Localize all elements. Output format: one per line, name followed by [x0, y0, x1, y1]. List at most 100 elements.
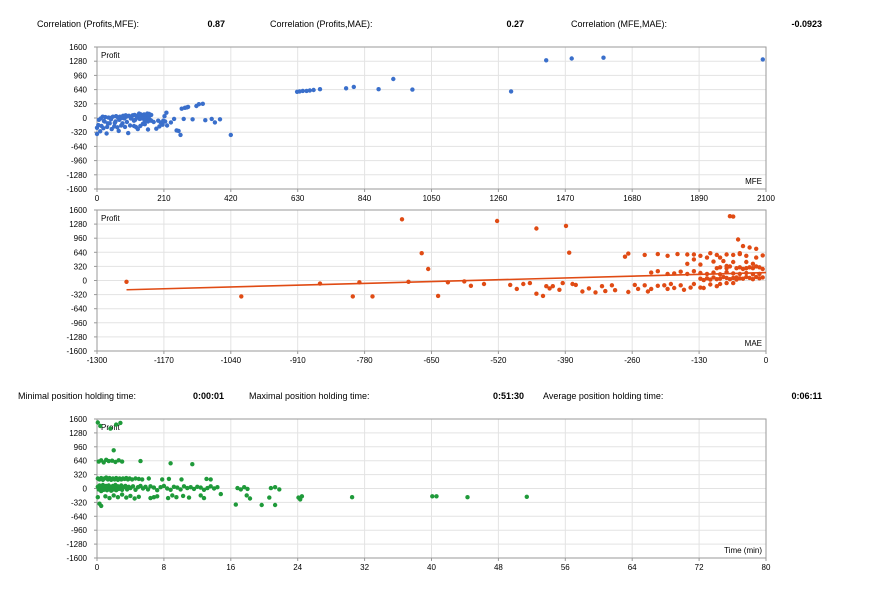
- y-tick-label: 320: [74, 262, 88, 271]
- data-point: [98, 423, 103, 429]
- x-tick-label: -130: [691, 356, 708, 365]
- data-point: [550, 284, 555, 289]
- data-point: [672, 285, 677, 291]
- data-point: [704, 271, 710, 277]
- x-tick-label: 2100: [757, 194, 775, 203]
- data-point: [95, 495, 101, 500]
- data-point: [151, 119, 156, 125]
- data-point: [158, 485, 163, 490]
- data-point: [754, 255, 759, 260]
- data-point: [181, 116, 186, 122]
- min-holding-time-label: Minimal position holding time:: [18, 391, 137, 401]
- data-point: [164, 123, 170, 128]
- data-point: [649, 286, 654, 292]
- data-point: [547, 286, 552, 291]
- data-point: [95, 420, 101, 425]
- data-point: [603, 288, 608, 294]
- data-point: [176, 128, 181, 134]
- data-point: [113, 459, 118, 465]
- data-point: [311, 87, 316, 93]
- y-tick-label: 320: [74, 471, 88, 480]
- data-point: [527, 280, 533, 286]
- y-tick-label: -320: [71, 128, 88, 137]
- data-point: [724, 263, 729, 269]
- data-point: [649, 270, 654, 275]
- x-tick-label: 32: [360, 563, 369, 572]
- data-point: [217, 117, 223, 122]
- data-point: [754, 246, 759, 251]
- data-point: [665, 253, 670, 258]
- data-point: [708, 277, 713, 282]
- x-tick-label: -910: [290, 356, 307, 365]
- y-tick-label: 1280: [69, 57, 87, 66]
- data-point: [678, 269, 683, 274]
- y-tick-label: -960: [71, 526, 88, 535]
- data-point: [185, 485, 190, 491]
- x-tick-label: 420: [224, 194, 238, 203]
- data-point: [140, 477, 145, 482]
- data-point: [744, 266, 749, 271]
- data-point: [750, 272, 756, 277]
- data-point: [204, 476, 209, 482]
- data-point: [570, 281, 575, 287]
- data-point: [218, 491, 223, 497]
- y-tick-label: 1600: [69, 415, 87, 424]
- data-point: [168, 487, 173, 492]
- data-point: [268, 485, 274, 491]
- data-point: [724, 252, 729, 257]
- data-point: [124, 119, 130, 125]
- data-point: [185, 104, 191, 110]
- data-point: [171, 484, 177, 489]
- y-axis-label: Profit: [101, 214, 120, 223]
- data-point: [426, 266, 431, 272]
- data-point: [534, 226, 539, 231]
- x-tick-label: 56: [561, 563, 570, 572]
- data-point: [120, 121, 125, 126]
- data-point: [544, 284, 549, 289]
- data-point: [116, 128, 121, 134]
- data-point: [586, 286, 592, 291]
- data-point: [104, 131, 109, 136]
- data-point: [272, 502, 278, 508]
- data-point: [171, 116, 177, 122]
- data-point: [724, 280, 729, 286]
- y-tick-label: -1600: [67, 185, 88, 194]
- data-point: [435, 293, 441, 299]
- data-point: [178, 132, 183, 138]
- data-point: [376, 87, 381, 92]
- data-point: [508, 282, 513, 288]
- data-point: [698, 276, 703, 281]
- data-point: [701, 285, 706, 291]
- data-point: [567, 250, 572, 255]
- data-point: [190, 462, 195, 467]
- avg-holding-time-label: Average position holding time:: [543, 391, 664, 401]
- x-tick-label: 210: [157, 194, 171, 203]
- data-point: [188, 485, 193, 490]
- data-point: [757, 271, 762, 277]
- data-point: [162, 114, 167, 119]
- y-tick-label: 320: [74, 100, 88, 109]
- data-point: [101, 118, 107, 124]
- data-point: [731, 214, 736, 219]
- data-point: [521, 281, 526, 287]
- data-point: [635, 286, 641, 292]
- min-holding-time-value: 0:00:01: [192, 391, 224, 401]
- data-point: [678, 283, 683, 288]
- data-point: [350, 294, 355, 299]
- x-tick-label: 840: [358, 194, 372, 203]
- data-point: [235, 485, 240, 491]
- data-point: [138, 458, 143, 464]
- data-point: [717, 272, 723, 277]
- data-point: [108, 115, 113, 121]
- max-holding-time-value: 0:51:30: [492, 391, 524, 401]
- data-point: [148, 495, 153, 501]
- corr-profits-mfe-value: 0.87: [207, 19, 225, 29]
- data-point: [760, 253, 765, 258]
- data-point: [106, 458, 111, 464]
- data-point: [351, 84, 356, 90]
- data-point: [175, 485, 180, 490]
- data-point: [744, 259, 749, 265]
- data-point: [108, 426, 113, 431]
- data-point: [569, 56, 574, 61]
